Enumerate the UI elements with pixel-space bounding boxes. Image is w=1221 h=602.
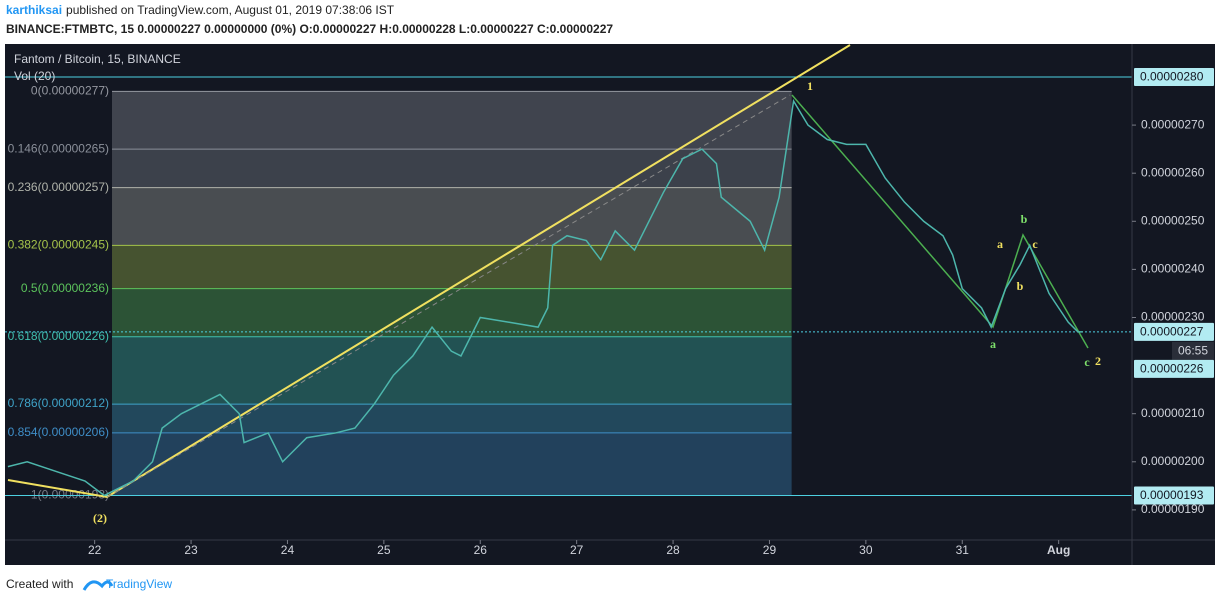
- price-box-label: 0.00000227: [1140, 325, 1204, 339]
- y-tick-label: 0.00000210: [1141, 406, 1205, 420]
- fib-label: 1(0.00000193): [31, 488, 109, 502]
- fib-label: 0(0.00000277): [31, 84, 109, 98]
- trend-dashed: [106, 94, 791, 498]
- fib-zone: [112, 91, 792, 150]
- wave-label: b: [1017, 279, 1024, 293]
- footer-brand: TradingView: [106, 577, 172, 591]
- footer-created: Created with: [6, 577, 73, 591]
- x-tick-label: 25: [377, 543, 391, 557]
- price-box-label: 0.00000280: [1140, 70, 1204, 84]
- fib-label: 0.786(0.00000212): [8, 396, 109, 410]
- x-tick-label: 22: [88, 543, 102, 557]
- y-tick-label: 0.00000200: [1141, 454, 1205, 468]
- x-tick-label: 27: [570, 543, 584, 557]
- wave-label: b: [1021, 212, 1028, 226]
- fib-label: 0.146(0.00000265): [8, 141, 109, 155]
- x-tick-label: 28: [666, 543, 680, 557]
- y-tick-label: 0.00000270: [1141, 117, 1205, 131]
- fib-zone: [112, 404, 792, 433]
- price-box: [1134, 486, 1214, 505]
- x-tick-label: Aug: [1047, 543, 1070, 557]
- price-box: [1134, 322, 1214, 341]
- plot: 0(0.00000277) 0.146(0.00000265) 0.236(0.00…: [5, 44, 1215, 565]
- fib-label: 0.854(0.00000206): [8, 425, 109, 439]
- fib-zone: [112, 288, 792, 337]
- price-box: [1134, 359, 1214, 378]
- countdown: 06:55: [1178, 344, 1208, 358]
- wave-line: [791, 94, 1089, 349]
- author: karthiksai: [6, 3, 62, 17]
- y-tick-label: 0.00000240: [1141, 262, 1205, 276]
- price-box: [1134, 67, 1214, 86]
- tv-logo: [82, 580, 114, 591]
- header-line: karthiksai published on TradingView.com, …: [6, 3, 395, 17]
- chart-bg: [5, 44, 1215, 565]
- fib-zone: [112, 245, 792, 289]
- fib-zone: [112, 187, 792, 246]
- price-box-label: 0.00000193: [1140, 488, 1204, 502]
- fib-zone: [112, 432, 792, 496]
- fib-label: 0.382(0.00000245): [8, 238, 109, 252]
- y-tick-label: 0.00000190: [1141, 502, 1205, 516]
- x-tick-label: 23: [184, 543, 198, 557]
- countdown-box: [1172, 341, 1214, 360]
- fib-label: 0.236(0.00000257): [8, 180, 109, 194]
- indicator-label: Vol (20): [14, 69, 55, 83]
- x-tick-label: 30: [859, 543, 873, 557]
- published: published on TradingView.com, August 01,…: [66, 3, 395, 17]
- wave-label: a: [997, 237, 1003, 251]
- wave-label: 1: [807, 79, 813, 93]
- wave-label: c: [1084, 355, 1090, 369]
- wave-label: 2: [1095, 354, 1101, 368]
- y-tick-label: 0.00000230: [1141, 310, 1205, 324]
- price-line-series: [7, 98, 1083, 497]
- x-tick-label: 29: [763, 543, 777, 557]
- fib-label: 0.618(0.00000226): [8, 329, 109, 343]
- fib-zone: [112, 149, 792, 188]
- fib-zone: [112, 336, 792, 405]
- wave-label: c: [1032, 237, 1038, 251]
- x-tick-label: 26: [474, 543, 488, 557]
- wave-label: (2): [93, 511, 107, 525]
- symbol-line: BINANCE:FTMBTC, 15 0.00000227 0.00000000…: [6, 22, 613, 36]
- x-tick-label: 31: [956, 543, 970, 557]
- wave-label: a: [990, 337, 996, 351]
- price-box-label: 0.00000226: [1140, 362, 1204, 376]
- fib-label: 0.5(0.00000236): [21, 281, 109, 295]
- y-tick-label: 0.00000260: [1141, 165, 1205, 179]
- x-tick-label: 24: [281, 543, 295, 557]
- y-tick-label: 0.00000250: [1141, 213, 1205, 227]
- chart-title: Fantom / Bitcoin, 15, BINANCE: [14, 52, 181, 66]
